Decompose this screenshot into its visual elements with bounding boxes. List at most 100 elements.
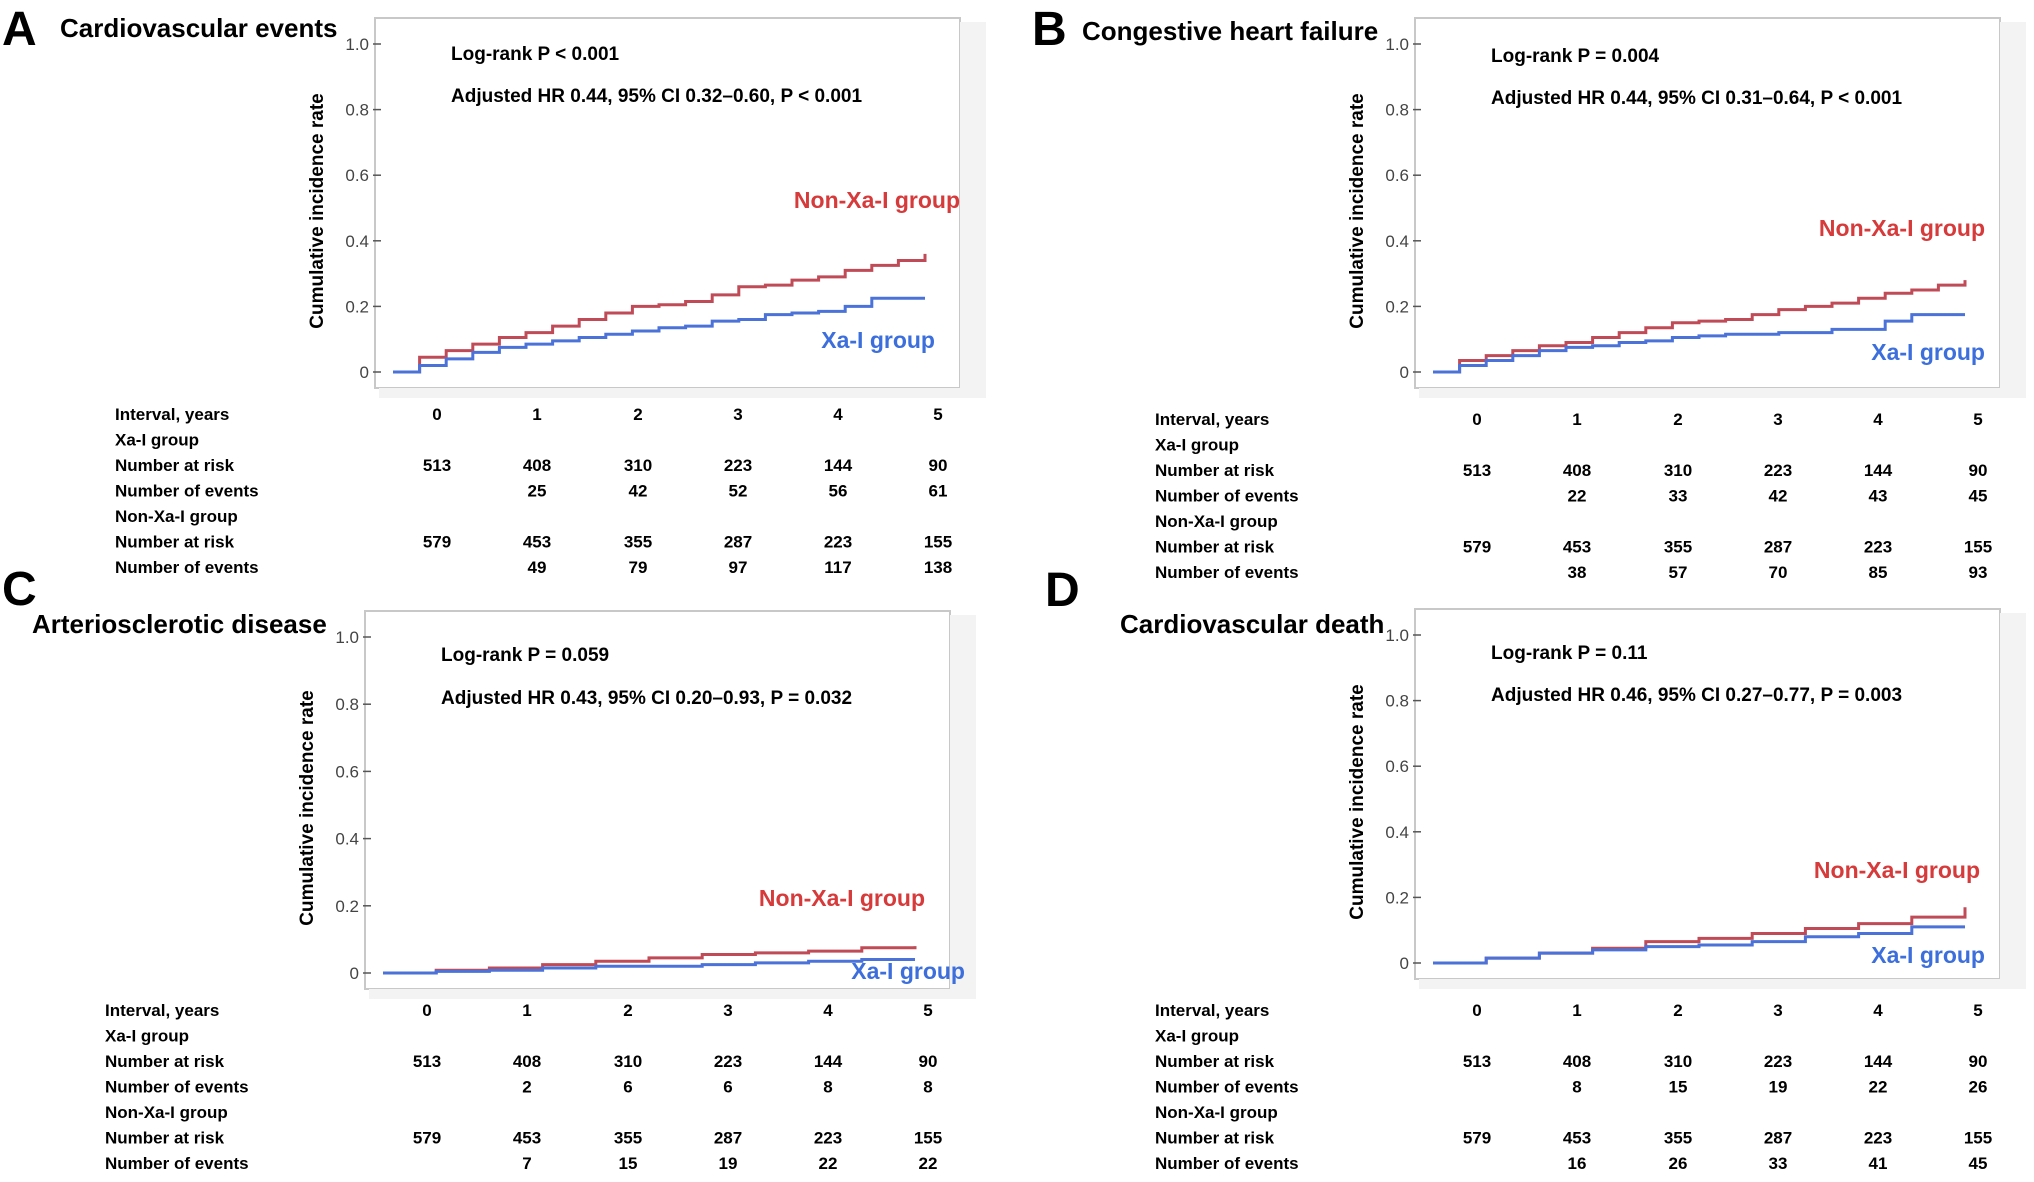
panel-title: Cardiovascular death <box>1120 609 1385 639</box>
plot-shadow <box>2000 22 2026 388</box>
non-xa-i-at-risk-value: 223 <box>824 533 852 552</box>
y-tick-label: 0.8 <box>335 695 359 714</box>
xa-i-events-value: 25 <box>528 482 547 501</box>
interval-value: 0 <box>1472 1001 1481 1020</box>
risk-table-row-label: Number of events <box>115 482 259 501</box>
stat-annotation: Adjusted HR 0.44, 95% CI 0.31–0.64, P < … <box>1491 88 1902 109</box>
xa-i-at-risk-value: 223 <box>1764 1052 1792 1071</box>
non-xa-i-at-risk-value: 287 <box>714 1129 742 1148</box>
non-xa-i-at-risk-value: 155 <box>1964 538 1992 557</box>
non-xa-i-events-value: 79 <box>629 558 648 577</box>
risk-table-row-label: Number at risk <box>1155 461 1275 480</box>
risk-table-row-label: Number at risk <box>1155 1129 1275 1148</box>
y-axis-label: Cumulative incidence rate <box>307 93 328 328</box>
risk-table-row-label: Number of events <box>105 1078 249 1097</box>
xa-i-at-risk-value: 310 <box>1664 1052 1692 1071</box>
non-xa-i-events-value: 22 <box>919 1154 938 1173</box>
xa-i-at-risk-value: 90 <box>1969 461 1988 480</box>
plot-shadow <box>960 22 986 388</box>
stat-annotation: Adjusted HR 0.46, 95% CI 0.27–0.77, P = … <box>1491 685 1902 706</box>
non-xa-i-label: Non-Xa-I group <box>1819 215 1985 241</box>
non-xa-i-at-risk-value: 453 <box>523 533 551 552</box>
y-tick-label: 1.0 <box>335 628 359 647</box>
risk-table-row-label: Number of events <box>1155 1154 1299 1173</box>
non-xa-i-events-value: 19 <box>719 1154 738 1173</box>
non-xa-i-at-risk-value: 355 <box>1664 1129 1692 1148</box>
non-xa-i-at-risk-value: 453 <box>513 1129 541 1148</box>
stat-annotation: Log-rank P = 0.059 <box>441 645 609 666</box>
risk-table-row-label: Number of events <box>1155 487 1299 506</box>
plot-shadow <box>1419 979 2026 989</box>
interval-value: 3 <box>1773 410 1782 429</box>
xa-i-curve <box>383 958 915 975</box>
panel-title: Arteriosclerotic disease <box>32 609 327 639</box>
non-xa-i-at-risk-value: 579 <box>413 1129 441 1148</box>
non-xa-i-events-value: 70 <box>1769 563 1788 582</box>
xa-i-at-risk-value: 223 <box>724 456 752 475</box>
interval-value: 3 <box>723 1001 732 1020</box>
interval-value: 2 <box>633 405 642 424</box>
interval-value: 2 <box>623 1001 632 1020</box>
xa-i-at-risk-value: 513 <box>1463 1052 1491 1071</box>
xa-i-events-value: 2 <box>522 1078 531 1097</box>
risk-table-row-label: Xa-I group <box>105 1027 189 1046</box>
risk-table-row-label: Number at risk <box>115 533 235 552</box>
risk-table-row-label: Interval, years <box>105 1001 219 1020</box>
non-xa-i-curve <box>1433 280 1967 374</box>
risk-table-row-label: Number at risk <box>105 1052 225 1071</box>
panel-b: B Congestive heart failure 0 0.2 0.4 0.6 0.8… <box>1032 0 2034 591</box>
interval-value: 3 <box>1773 1001 1782 1020</box>
xa-i-events-value: 6 <box>723 1078 732 1097</box>
stat-annotation: Adjusted HR 0.44, 95% CI 0.32–0.60, P < … <box>451 86 862 107</box>
xa-i-events-value: 45 <box>1969 487 1988 506</box>
xa-i-at-risk-value: 223 <box>714 1052 742 1071</box>
interval-value: 5 <box>923 1001 932 1020</box>
risk-table-row-label: Number of events <box>1155 563 1299 582</box>
interval-value: 0 <box>422 1001 431 1020</box>
y-tick-label: 0.4 <box>345 232 369 251</box>
non-xa-i-at-risk-value: 579 <box>1463 1129 1491 1148</box>
xa-i-events-value: 8 <box>923 1078 932 1097</box>
panel-c: C Arteriosclerotic disease 0 0.2 0.4 0.6 0.8… <box>0 566 1017 1182</box>
km-chart-c: 0 0.2 0.4 0.6 0.8 1.0 Cumulative incidence rat… <box>105 610 976 1173</box>
stat-annotation: Log-rank P = 0.11 <box>1491 643 1648 664</box>
y-tick-label: 0.2 <box>345 297 369 316</box>
xa-i-at-risk-value: 513 <box>413 1052 441 1071</box>
xa-i-events-value: 22 <box>1568 487 1587 506</box>
xa-i-events-value: 61 <box>929 482 948 501</box>
y-axis-label: Cumulative incidence rate <box>297 690 318 925</box>
panel-d: D Cardiovascular death 0 0.2 0.4 0.6 0.8 1.0 C… <box>1040 567 2034 1182</box>
non-xa-i-at-risk-value: 355 <box>1664 538 1692 557</box>
interval-value: 1 <box>1572 1001 1581 1020</box>
xa-i-at-risk-value: 90 <box>929 456 948 475</box>
y-tick-label: 0.8 <box>1385 692 1409 711</box>
y-tick-label: 0.2 <box>1385 297 1409 316</box>
y-tick-label: 0.4 <box>335 830 359 849</box>
non-xa-i-at-risk-value: 223 <box>814 1129 842 1148</box>
xa-i-events-value: 6 <box>623 1078 632 1097</box>
panel-letter: B <box>1032 3 1067 56</box>
non-xa-i-at-risk-value: 579 <box>423 533 451 552</box>
y-tick-label: 0.4 <box>1385 823 1409 842</box>
xa-i-events-value: 43 <box>1869 487 1888 506</box>
risk-table-row-label: Interval, years <box>1155 410 1269 429</box>
non-xa-i-at-risk-value: 453 <box>1563 1129 1591 1148</box>
plot-shadow <box>369 989 976 999</box>
non-xa-i-events-value: 117 <box>824 558 851 577</box>
plot-shadow <box>1419 388 2026 398</box>
y-tick-label: 1.0 <box>1385 626 1409 645</box>
xa-i-at-risk-value: 310 <box>624 456 652 475</box>
panel-title: Cardiovascular events <box>60 13 338 43</box>
panel-letter: D <box>1045 564 1080 617</box>
non-xa-i-events-value: 57 <box>1669 563 1688 582</box>
xa-i-events-value: 8 <box>1572 1078 1581 1097</box>
xa-i-at-risk-value: 513 <box>423 456 451 475</box>
non-xa-i-events-value: 45 <box>1969 1154 1988 1173</box>
xa-i-at-risk-value: 144 <box>814 1052 843 1071</box>
risk-table-row-label: Number of events <box>105 1154 249 1173</box>
risk-table-row-label: Xa-I group <box>1155 436 1239 455</box>
interval-value: 1 <box>532 405 541 424</box>
xa-i-at-risk-value: 408 <box>1563 1052 1591 1071</box>
xa-i-events-value: 15 <box>1669 1078 1688 1097</box>
panel-letter: A <box>2 3 37 56</box>
